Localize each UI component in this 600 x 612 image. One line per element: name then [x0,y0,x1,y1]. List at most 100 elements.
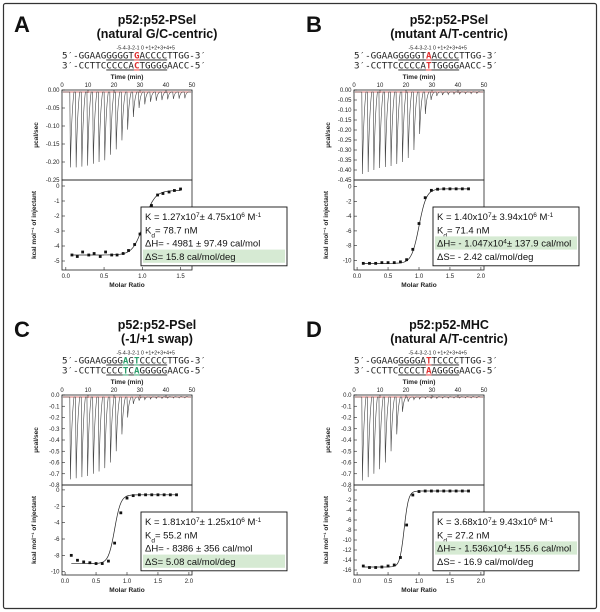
itc-data-point [436,187,439,191]
raw-x-axis-label: Time (min) [403,74,436,81]
integrated-heat-panel: 0.0 0.5 1.0 1.5 2.0 Molar Ratio 0 -2 -4 -6 -8 -10 -1… [323,484,486,594]
thermo-line: Kd= 55.2 nM [145,530,198,544]
dna-segment: TTGG-3′ [167,51,206,62]
raw-y-axis-label: μcal/sec [33,427,40,453]
raw-y-tick-label: -0.8 [49,483,60,489]
itc-data-point [70,253,74,257]
dna-bottom-strand: 3′-CCTTCCCCCATTGGGGAACC-5′ [354,61,498,72]
raw-y-tick-label: -0.5 [49,449,60,455]
itc-data-point [411,493,415,497]
itc-x-tick-label: 1.5 [154,579,163,585]
raw-x-tick-label: 30 [429,388,436,394]
thermo-line: ΔH= - 1.536x104± 155.6 cal/mol [437,543,571,555]
raw-y-tick-label: -0.7 [49,472,60,478]
dna-segment: CCCCT [398,366,426,377]
itc-x-axis-label: Molar Ratio [109,587,144,594]
raw-x-tick-label: 0 [352,83,356,89]
itc-data-point [392,261,396,265]
thermo-line: ΔS= - 16.9 cal/mol/deg [437,557,533,568]
raw-y-tick-label: -0.6 [49,461,60,467]
dna-top-strand: 5′-GGAAGGGGGATTCCCCTTGG-3′ [354,356,498,367]
itc-y-tick-label: -10 [51,570,60,576]
itc-y-tick-label: -10 [343,258,352,264]
thermo-text-part: M [245,212,256,223]
raw-heat-panel: 0 10 20 30 40 50 Time (min) 0.0 -0.1 -0.2 -0.3 -0.4… [325,379,488,489]
dna-segment: T [426,356,432,367]
itc-data-point [467,187,470,191]
itc-x-tick-label: 0.5 [92,579,101,585]
itc-x-tick-label: 1.0 [138,274,147,280]
thermo-line: Kd= 71.4 nM [437,225,490,239]
itc-data-point [100,562,104,565]
thermo-text-part: = 71.4 nM [447,225,490,236]
itc-data-point [399,260,402,264]
dna-positions: -5-4-3-2-1 0 +1+2+3+4+5 [117,46,176,52]
itc-data-point [454,187,458,191]
itc-data-point [162,493,166,497]
itc-data-point [167,190,171,194]
raw-y-tick-label: -0.25 [338,138,352,144]
thermo-text-part: K [437,530,444,541]
thermo-text-part: ± 3.94x10 [492,212,534,223]
raw-y-tick-label: -0.8 [341,483,352,489]
dna-segment: GGGGT [106,51,134,62]
dna-segment: GGGGT [398,51,426,62]
raw-x-tick-label: 10 [85,388,92,394]
raw-y-tick-label: -0.05 [338,98,352,104]
dna-top-strand: 5′-GGAAGGGGGTAACCCCTTGG-3′ [354,51,498,62]
itc-x-tick-label: 2.0 [185,579,194,585]
itc-data-point [173,189,176,192]
dna-segment: T [426,61,432,72]
raw-x-tick-label: 0 [60,83,64,89]
itc-y-tick-label: -6 [346,518,352,524]
itc-data-point [156,193,159,197]
dna-bottom-strand: 3′-CCTTCCCCCACTGGGGAACC-5′ [62,61,206,72]
thermo-text-part: 4 [503,543,507,550]
raw-heat-trace [355,91,483,175]
panel-letter: B [306,12,322,37]
itc-x-tick-label: 2.0 [477,579,486,585]
itc-x-tick-label: 0.0 [353,579,362,585]
thermo-line: K = 1.81x107± 1.25x106 M-1 [145,517,262,529]
itc-data-point [405,523,409,527]
itc-data-point [386,261,390,265]
dna-segment: T [123,366,129,377]
raw-y-tick-label: -0.30 [338,148,352,154]
dna-segment: CCCCA [106,61,134,72]
thermo-text-part: = 78.7 nM [155,225,198,236]
itc-y-axis-label: kcal mol⁻¹ of injectant [323,495,330,564]
raw-y-tick-label: -0.05 [46,106,60,112]
itc-y-tick-label: -5 [54,259,60,265]
itc-data-point [125,496,129,500]
raw-y-tick-label: -0.4 [341,438,352,444]
itc-y-tick-label: -10 [343,538,352,544]
dna-top-strand: 5′-GGAAGGGGAGTCCCCCTTGG-3′ [62,356,206,367]
thermo-line: ΔS= 15.8 cal/mol/deg [145,252,236,263]
raw-y-tick-label: -0.6 [341,461,352,467]
raw-x-axis-label: Time (min) [111,74,144,81]
raw-x-tick-label: 20 [111,83,118,89]
itc-data-point [417,222,421,225]
itc-data-point [138,232,142,236]
itc-y-tick-label: -2 [54,214,60,220]
itc-data-point [156,493,160,497]
itc-data-point [76,558,79,562]
dna-segment: 3′-CCTTC [354,61,398,72]
dna-positions: -5-4-3-2-1 0 +1+2+3+4+5 [409,351,468,357]
itc-y-tick-label: -14 [343,558,352,564]
dna-segment: TGGGG [139,61,167,72]
panel-title-line2: (natural G/C-centric) [97,27,218,41]
raw-x-tick-label: 0 [60,388,64,394]
thermo-text-part: ± 1.25x10 [200,517,242,528]
thermo-text-part: d [151,232,155,239]
thermo-text-part: 4 [503,238,507,245]
itc-data-point [386,564,390,568]
itc-data-point [374,261,378,265]
raw-y-tick-label: -0.10 [46,124,60,130]
itc-data-point [392,563,396,567]
thermo-text-part: ΔH= - 8386 ± 356 cal/mol [145,544,252,555]
thermo-text-part: ± 137.9 cal/mol [507,239,571,250]
panel-letter: A [14,12,30,37]
